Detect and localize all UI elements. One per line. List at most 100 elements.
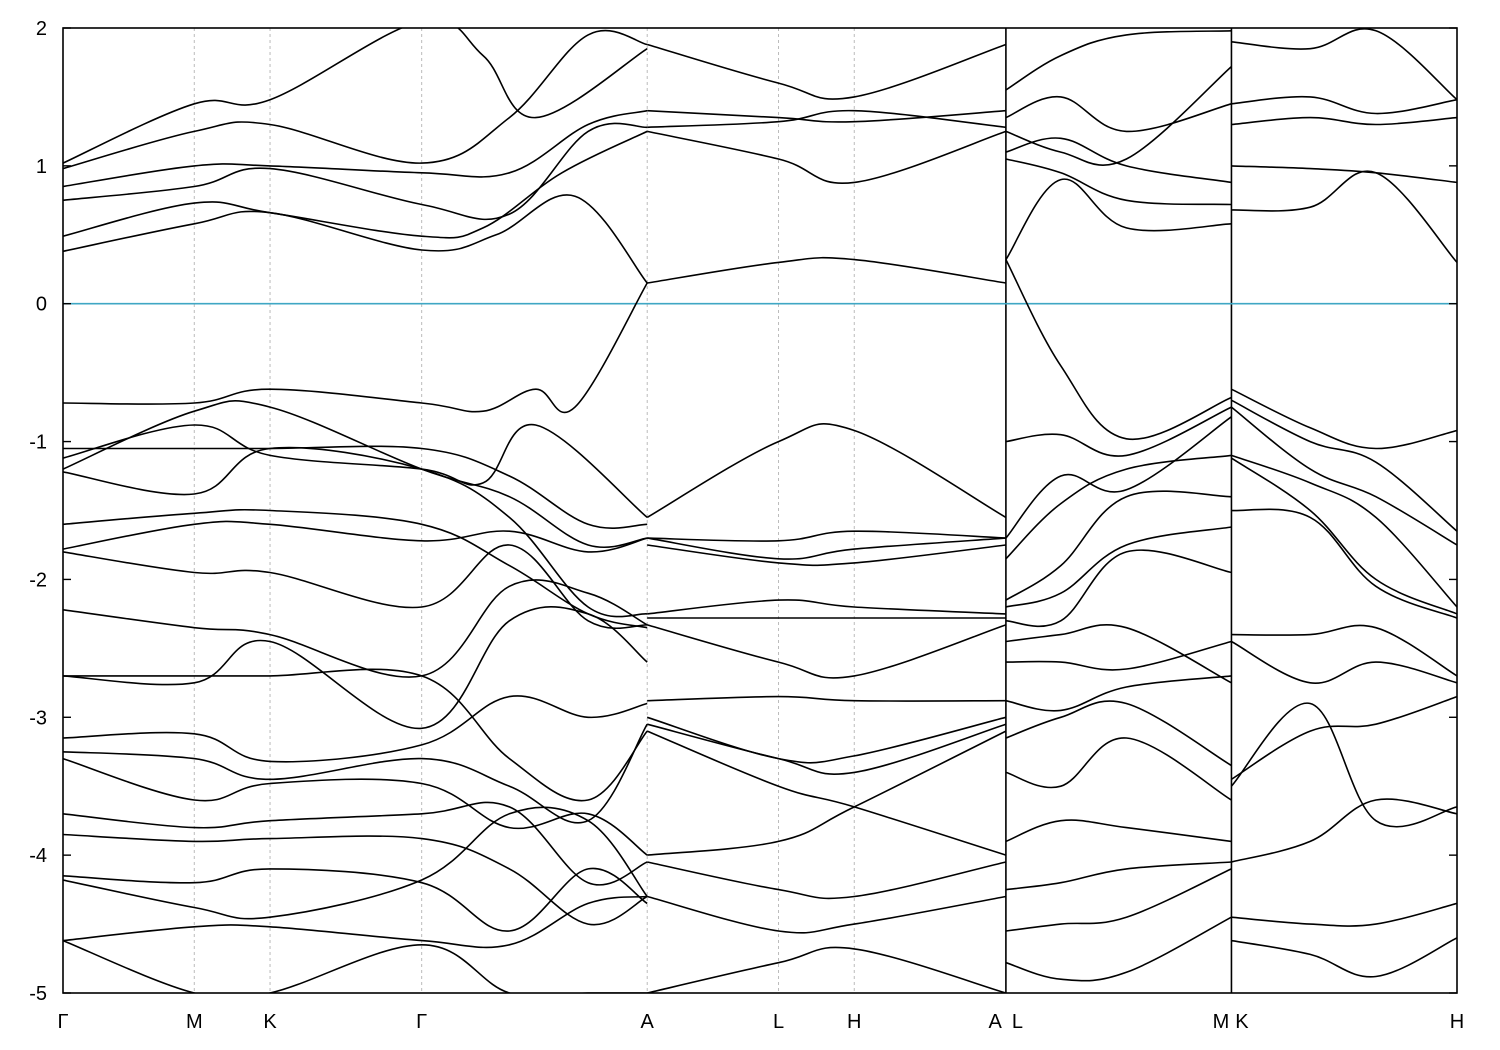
band-line: [1231, 640, 1457, 684]
x-tick-label: L: [1012, 1011, 1023, 1033]
band-line: [1231, 399, 1457, 532]
band-line: [63, 757, 648, 856]
band-line: [647, 109, 1006, 129]
y-tick-label: 2: [36, 18, 47, 40]
band-line: [1231, 165, 1457, 184]
x-tick-label: M: [1213, 1011, 1230, 1033]
band-line: [63, 445, 648, 529]
band-line: [63, 579, 648, 678]
x-tick-label: M: [186, 1011, 203, 1033]
band-lines: [63, 28, 1457, 993]
band-line: [646, 624, 1007, 679]
x-tick-label: K: [263, 1011, 277, 1033]
band-line: [647, 695, 1006, 702]
y-tick-label: 0: [36, 294, 47, 316]
band-line: [1005, 526, 1232, 608]
band-line: [1005, 868, 1232, 932]
x-tick-label: L: [773, 1011, 784, 1033]
y-tick-label: -1: [29, 432, 47, 454]
band-line: [63, 109, 648, 188]
band-line: [647, 599, 1006, 615]
band-line: [63, 806, 648, 920]
band-line: [63, 130, 648, 239]
band-line: [647, 730, 1007, 856]
band-line: [63, 867, 648, 932]
x-tick-label: Γ: [57, 1011, 68, 1033]
band-line: [1005, 65, 1232, 166]
band-line: [646, 43, 1007, 100]
band-line: [1005, 490, 1232, 601]
y-tick-label: -4: [29, 845, 47, 867]
band-line: [1005, 178, 1232, 261]
band-line: [1005, 675, 1232, 712]
y-tick-label: 1: [36, 156, 47, 178]
band-line: [1005, 259, 1232, 441]
band-line: [1005, 406, 1232, 457]
band-line: [646, 723, 1007, 775]
band-line: [1005, 623, 1232, 684]
band-line: [647, 861, 1007, 900]
y-tick-label: -3: [29, 707, 47, 729]
band-line: [1005, 700, 1232, 767]
band-line: [1231, 116, 1457, 126]
plot-frame: [62, 27, 1458, 994]
band-line: [1231, 624, 1457, 677]
band-line: [1005, 158, 1232, 206]
band-line: [1005, 549, 1232, 628]
x-tick-label: H: [1450, 1011, 1464, 1033]
band-line: [63, 508, 648, 629]
band-line: [1005, 640, 1232, 671]
band-line: [63, 400, 648, 549]
band-line: [647, 256, 1007, 284]
band-line: [1005, 861, 1232, 891]
band-line: [63, 122, 648, 221]
band-line: [1005, 737, 1232, 801]
band-line: [1231, 170, 1457, 263]
band-line: [1231, 798, 1457, 863]
band-line: [63, 939, 648, 993]
band-line: [63, 895, 648, 949]
kpoint-gridlines: [193, 28, 1233, 993]
band-line: [646, 730, 1007, 856]
band-line: [1230, 695, 1457, 780]
band-line: [63, 606, 648, 730]
band-line: [647, 544, 1006, 567]
y-tick-label: -5: [29, 983, 47, 1005]
x-tick-label: K: [1235, 1011, 1249, 1033]
band-line: [1005, 916, 1232, 982]
band-line: [1231, 454, 1457, 608]
band-line: [1231, 388, 1457, 450]
band-line: [63, 194, 648, 284]
band-line: [647, 130, 1007, 185]
band-line: [647, 537, 1006, 560]
band-line: [1231, 902, 1457, 927]
band-line: [1005, 454, 1232, 560]
band-line: [1231, 937, 1457, 978]
band-line: [63, 544, 648, 630]
band-line: [647, 946, 1007, 993]
band-line: [1230, 406, 1457, 546]
x-tick-label: H: [847, 1011, 861, 1033]
band-line: [647, 109, 1006, 123]
band-line: [1005, 137, 1232, 184]
band-line: [63, 282, 648, 414]
band-line: [1231, 28, 1457, 101]
band-line: [63, 520, 648, 553]
band-line: [63, 833, 648, 926]
band-line: [647, 530, 1006, 542]
x-tick-label: Γ: [416, 1011, 427, 1033]
band-line: [646, 423, 1007, 519]
band-line: [1005, 416, 1232, 539]
x-tick-label: A: [641, 1011, 655, 1033]
band-line: [63, 423, 648, 519]
band-line: [1231, 508, 1457, 619]
band-line: [63, 29, 648, 170]
band-line: [1005, 96, 1232, 133]
band-line: [63, 723, 648, 824]
band-line: [1231, 95, 1457, 115]
x-tick-label: A: [988, 1011, 1002, 1033]
band-line: [646, 895, 1007, 934]
band-line: [1005, 819, 1232, 843]
